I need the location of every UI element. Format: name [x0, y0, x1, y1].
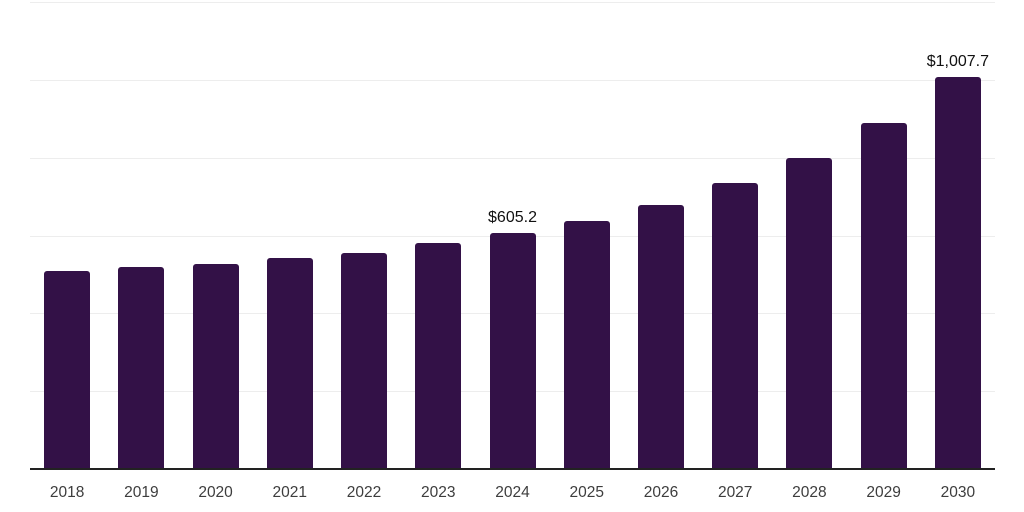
- bar-2023: [415, 243, 462, 469]
- bar-2029: [860, 122, 907, 469]
- bar-value-label-2024: $605.2: [488, 209, 537, 227]
- x-axis-label-2024: 2024: [495, 484, 530, 501]
- x-axis-label-2028: 2028: [792, 484, 827, 501]
- x-axis-label-2018: 2018: [49, 484, 85, 501]
- x-axis-label-2022: 2022: [346, 484, 382, 501]
- bar-value-label-2030: $1,007.7: [926, 52, 990, 70]
- x-axis-line: [30, 468, 995, 470]
- bar-2022: [341, 252, 388, 469]
- x-axis-label-2029: 2029: [866, 484, 901, 501]
- x-axis-label-2026: 2026: [643, 484, 679, 501]
- x-axis-label-2030: 2030: [940, 484, 976, 501]
- bar-2030: [934, 76, 981, 469]
- bar-2018: [44, 271, 91, 469]
- gridline-800: [30, 157, 995, 159]
- x-axis-label-2027: 2027: [717, 484, 753, 501]
- x-axis-label-2019: 2019: [124, 484, 159, 501]
- x-axis-label-2021: 2021: [272, 484, 308, 501]
- x-axis-label-2025: 2025: [569, 484, 604, 501]
- bar-2026: [637, 205, 684, 469]
- bar-2027: [712, 182, 759, 469]
- gridline-1200: [30, 2, 995, 3]
- gridline-1000: [30, 79, 995, 81]
- bar-2021: [266, 258, 313, 469]
- x-axis-label-2020: 2020: [198, 484, 233, 501]
- bar-2028: [786, 157, 833, 469]
- bar-2024: [489, 233, 536, 469]
- x-axis-label-2023: 2023: [421, 484, 456, 501]
- bar-2020: [192, 263, 239, 469]
- bar-2019: [118, 267, 165, 469]
- bar-2025: [563, 221, 610, 469]
